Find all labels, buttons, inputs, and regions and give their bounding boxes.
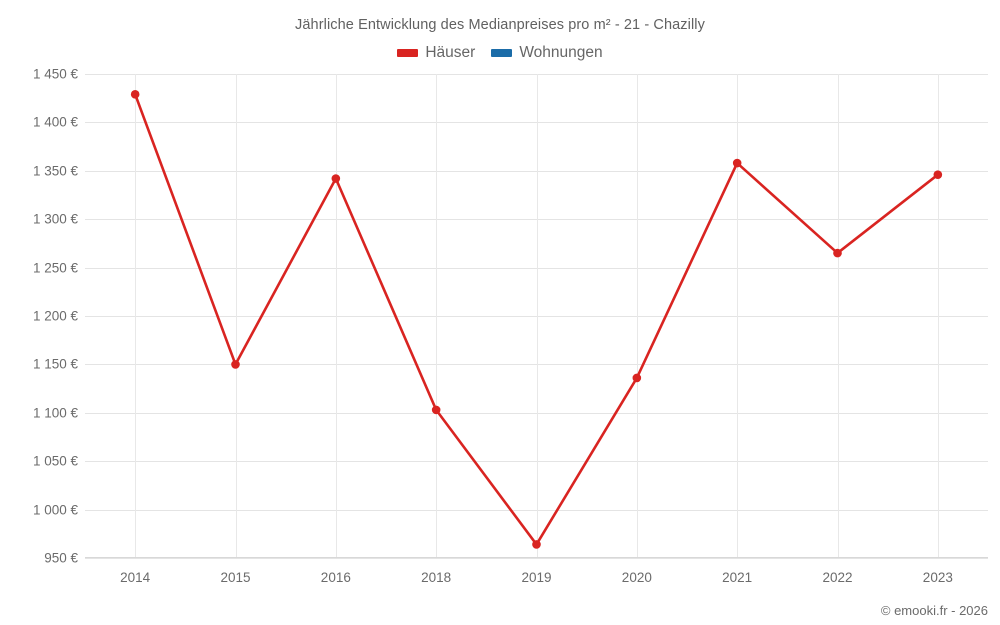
x-axis-tick-label: 2021 — [722, 570, 753, 585]
legend-swatch-icon — [397, 49, 419, 57]
series-line-häuser — [133, 93, 940, 546]
y-axis-tick-label: 1 200 € — [32, 308, 78, 324]
data-point[interactable]: 2014: 1429 — [130, 90, 140, 99]
x-axis-tick-label: 2014 — [120, 570, 151, 585]
y-axis-tick-label: 1 250 € — [32, 260, 78, 276]
data-point[interactable]: 2022: 1265 — [833, 248, 842, 258]
chart-legend: Häuser Wohnungen — [0, 44, 1000, 62]
x-axis-tick-label: 2023 — [922, 570, 953, 585]
legend-label: Häuser — [425, 44, 476, 61]
x-axis-tick-label: 2020 — [621, 570, 652, 585]
credit-text: © emooki.fr - 2026 — [880, 603, 988, 618]
data-point[interactable]: 2016: 1342 — [331, 174, 341, 183]
gridline-vertical — [937, 74, 939, 558]
gridline-horizontal — [85, 558, 988, 559]
legend-item-wohnungen[interactable]: Wohnungen — [491, 44, 603, 62]
y-axis-labels: 950 € 1 000 € 1 050 € 1 100 € 1 150 € 1 200 €… — [0, 67, 78, 566]
x-axis-tick-label: 2015 — [220, 570, 251, 585]
y-axis-tick-label: 1 000 € — [32, 502, 78, 518]
x-axis-tick-label: 2019 — [521, 570, 552, 585]
gridline-vertical — [837, 74, 839, 558]
y-axis-tick-label: 950 € — [44, 550, 78, 566]
data-point[interactable]: 2019: 964 — [532, 540, 541, 549]
y-axis-tick-label: 1 050 € — [32, 453, 78, 469]
y-axis-tick-label: 1 400 € — [32, 114, 78, 130]
x-axis-tick-label: 2022 — [822, 570, 853, 585]
gridline-vertical — [536, 74, 538, 558]
gridline-vertical — [135, 74, 137, 558]
y-axis-tick-label: 1 300 € — [32, 211, 78, 227]
data-point[interactable]: 2018: 1103 — [431, 405, 441, 415]
y-axis-tick-label: 1 350 € — [32, 163, 78, 179]
data-point[interactable]: 2023: 1346 — [933, 170, 943, 179]
legend-swatch-icon — [491, 49, 513, 57]
chart-title: Jährliche Entwicklung des Medianpreises … — [295, 17, 705, 33]
x-axis-line — [85, 557, 988, 558]
gridline-vertical — [636, 74, 638, 558]
data-point[interactable]: 2020: 1136 — [632, 373, 642, 383]
gridline-vertical — [737, 74, 739, 558]
legend-item-häuser[interactable]: Häuser — [397, 44, 475, 62]
x-axis-tick-label: 2018 — [421, 570, 452, 585]
data-point[interactable]: 2021: 1358 — [732, 158, 742, 168]
y-axis-tick-label: 1 150 € — [32, 356, 78, 372]
gridline-vertical — [436, 74, 438, 558]
gridline-vertical — [335, 74, 337, 558]
y-axis-tick-label: 1 100 € — [32, 405, 78, 421]
x-axis-tick-label: 2016 — [320, 570, 351, 585]
x-axis-labels: 2014 2015 2016 2018 2019 2020 2021 2022 2023 — [85, 570, 988, 590]
y-axis-tick-label: 1 450 € — [32, 66, 78, 82]
gridline-vertical — [235, 74, 237, 558]
legend-label: Wohnungen — [519, 44, 603, 61]
